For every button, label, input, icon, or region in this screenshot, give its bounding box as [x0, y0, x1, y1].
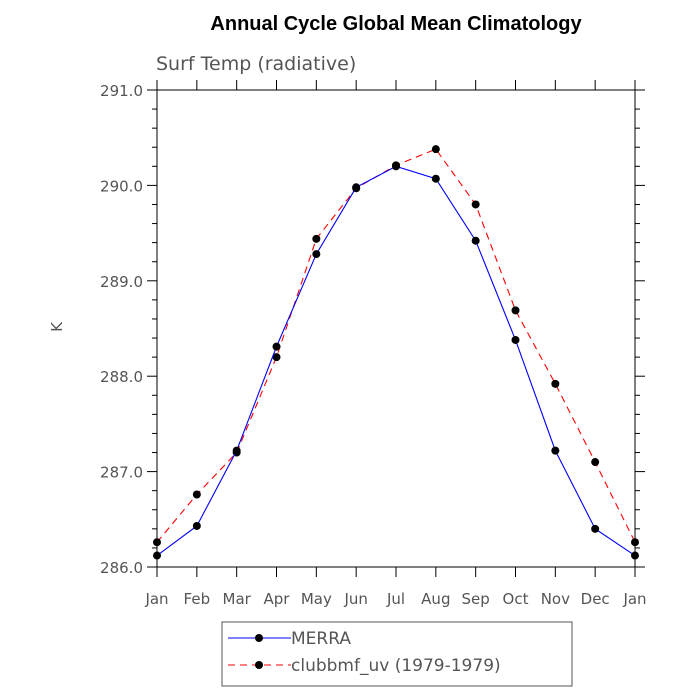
data-point — [272, 342, 281, 351]
data-point — [232, 446, 241, 455]
x-tick-label: Dec — [581, 590, 610, 608]
series-line — [156, 148, 636, 543]
chart-subtitle: Surf Temp (radiative) — [156, 53, 356, 75]
x-tick-label: May — [301, 590, 332, 608]
legend-label: MERRA — [291, 629, 351, 649]
series-layer — [153, 145, 639, 560]
series-clubbmf-uv — [153, 145, 639, 547]
data-point — [312, 250, 321, 259]
x-tick-label: Aug — [421, 590, 450, 608]
x-tick-label: Apr — [264, 590, 291, 608]
data-point — [153, 538, 161, 547]
legend-marker — [255, 634, 263, 642]
data-point — [511, 306, 520, 315]
data-point — [511, 335, 520, 344]
data-point — [591, 524, 600, 533]
x-tick-label: Sep — [462, 590, 490, 608]
data-point — [431, 174, 440, 183]
x-tick-label: Oct — [503, 590, 529, 608]
x-tick-label: Jan — [144, 590, 168, 608]
data-point — [471, 236, 480, 245]
data-point — [153, 551, 161, 560]
data-point — [192, 490, 201, 499]
data-point — [431, 145, 440, 154]
x-tick-label: Nov — [541, 590, 570, 608]
y-tick-label: 289.0 — [100, 273, 143, 291]
data-point — [352, 183, 361, 192]
series-merra — [153, 162, 639, 560]
data-point — [631, 551, 639, 560]
data-point — [392, 162, 400, 171]
data-point — [551, 446, 560, 455]
y-tick-label: 286.0 — [100, 559, 143, 577]
x-tick-label: Feb — [184, 590, 211, 608]
data-point — [631, 538, 639, 547]
legend: MERRA clubbmf_uv (1979-1979) — [221, 621, 573, 687]
data-point — [591, 458, 600, 467]
y-tick-label: 287.0 — [100, 464, 143, 482]
data-point — [471, 200, 480, 209]
legend-frame — [221, 621, 573, 687]
data-point — [551, 379, 560, 388]
data-point — [272, 353, 281, 362]
y-tick-label: 288.0 — [100, 368, 143, 386]
series-line — [156, 165, 636, 557]
x-tick-label: Jul — [386, 590, 405, 608]
x-tick-label: Jun — [343, 590, 367, 608]
x-tick-label: Jan — [622, 590, 646, 608]
y-axis-label: K — [48, 321, 66, 332]
y-tick-label: 290.0 — [100, 177, 143, 195]
data-point — [192, 521, 201, 530]
axes: 286.0 287.0 288.0 289.0 290.0 291.0 Jan Feb Mar A… — [100, 80, 647, 608]
legend-label: clubbmf_uv (1979-1979) — [291, 656, 501, 676]
y-tick-label: 291.0 — [100, 82, 143, 100]
data-point — [312, 234, 321, 243]
x-tick-label: Mar — [223, 590, 252, 608]
legend-marker — [255, 661, 263, 669]
chart-title: Annual Cycle Global Mean Climatology — [210, 13, 582, 35]
